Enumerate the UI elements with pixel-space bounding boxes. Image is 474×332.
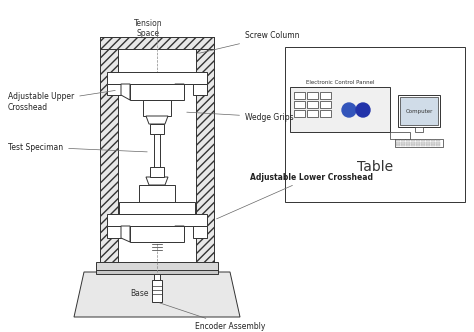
Bar (294, 92, 305, 99)
Text: Test Speciman: Test Speciman (8, 142, 147, 152)
Bar (130, 84, 184, 100)
Bar (436, 144, 440, 146)
Bar (130, 226, 184, 242)
Text: Computer: Computer (405, 109, 433, 114)
Bar (193, 226, 207, 238)
Circle shape (342, 103, 356, 117)
Bar (320, 101, 331, 108)
Bar (411, 139, 415, 141)
Bar (390, 132, 410, 139)
Polygon shape (146, 116, 168, 124)
Bar (426, 139, 430, 141)
Bar (320, 92, 331, 99)
Text: Electronic Control Pannel: Electronic Control Pannel (306, 80, 374, 85)
Bar (431, 144, 435, 146)
Text: Base: Base (131, 290, 149, 298)
Bar (107, 84, 121, 95)
Bar (150, 124, 164, 134)
Bar (406, 142, 410, 144)
Text: Tension
Space: Tension Space (134, 19, 162, 39)
Text: Adjustable Lower Crosshead: Adjustable Lower Crosshead (217, 173, 373, 219)
Bar (154, 134, 160, 167)
Bar (436, 142, 440, 144)
Bar (411, 142, 415, 144)
Bar (406, 144, 410, 146)
Polygon shape (121, 226, 130, 242)
Bar (401, 142, 405, 144)
Text: Adjustable Upper
Crosshead: Adjustable Upper Crosshead (8, 90, 115, 112)
Bar (100, 37, 214, 49)
Bar (96, 270, 218, 274)
Bar (107, 72, 207, 84)
Bar (431, 142, 435, 144)
Polygon shape (121, 84, 130, 100)
Circle shape (356, 103, 370, 117)
Bar (96, 262, 218, 272)
Bar (396, 142, 400, 144)
Text: Wedge Grips: Wedge Grips (187, 112, 293, 122)
Bar (406, 139, 410, 141)
Bar (100, 37, 118, 272)
Bar (398, 95, 440, 127)
Bar (421, 144, 425, 146)
Bar (436, 139, 440, 141)
Bar (415, 127, 423, 132)
Bar (154, 274, 160, 280)
Polygon shape (74, 272, 240, 317)
Text: Encoder Assembly: Encoder Assembly (160, 303, 265, 331)
Bar (107, 214, 207, 226)
Bar (416, 142, 420, 144)
Bar (294, 101, 305, 108)
Bar (396, 144, 400, 146)
Text: Table: Table (357, 160, 393, 174)
Polygon shape (175, 226, 184, 242)
Bar (421, 142, 425, 144)
Bar (307, 110, 318, 117)
Bar (401, 144, 405, 146)
Bar (395, 139, 443, 147)
Bar (143, 100, 171, 116)
Bar (307, 92, 318, 99)
Bar (107, 226, 121, 238)
Bar (139, 185, 175, 202)
Bar (426, 144, 430, 146)
Bar (193, 84, 207, 95)
Bar (119, 202, 195, 214)
Bar (411, 144, 415, 146)
Bar (307, 101, 318, 108)
Text: Screw Column: Screw Column (199, 32, 300, 53)
Bar (320, 110, 331, 117)
Polygon shape (146, 177, 168, 185)
Bar (152, 280, 162, 302)
Bar (416, 144, 420, 146)
Bar (294, 110, 305, 117)
Bar (400, 97, 438, 125)
Bar (150, 167, 164, 177)
Bar (431, 139, 435, 141)
Polygon shape (175, 84, 184, 100)
Bar (290, 87, 390, 132)
Bar (416, 139, 420, 141)
Bar (196, 37, 214, 272)
Bar (285, 47, 465, 202)
Bar (396, 139, 400, 141)
Bar (426, 142, 430, 144)
Bar (401, 139, 405, 141)
Bar (421, 139, 425, 141)
